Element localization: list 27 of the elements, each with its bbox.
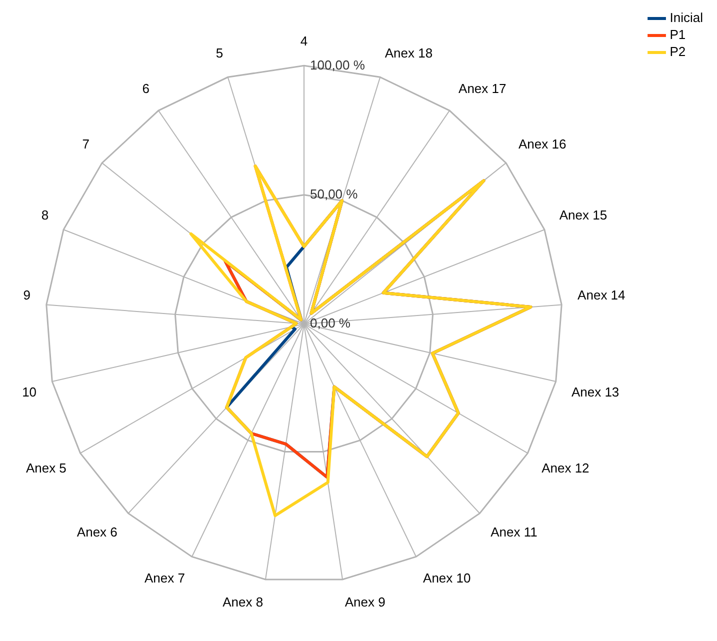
legend-label: P1 [670,27,686,42]
spoke-label: Anex 18 [384,46,433,61]
spoke-label: Anex 11 [490,524,538,540]
y-tick-label: 0,00 % [310,316,351,331]
legend-label: P2 [670,44,686,60]
spoke-label: 6 [142,81,150,96]
spoke-label: Anex 12 [542,460,590,476]
spoke-label: 9 [23,287,30,302]
spoke-label: Anex 16 [518,136,566,152]
spoke-label: 5 [216,46,224,61]
spoke-label: Anex 7 [144,570,185,586]
spoke-label: Anex 8 [222,594,264,610]
legend-label: Inicial [670,10,704,26]
spoke-label: Anex 15 [559,208,608,223]
spoke-label: Anex 9 [344,594,386,610]
spoke-label: 7 [82,136,90,152]
spoke-label: Anex 17 [458,81,506,96]
spoke-label: Anex 10 [423,570,471,586]
y-tick-label: 100,00 % [310,57,366,72]
spoke-label: 10 [22,384,37,400]
spoke-label: Anex 13 [571,384,620,400]
spoke-label: Anex 6 [76,524,118,540]
spoke-label: Anex 5 [26,460,66,476]
spoke-label: 4 [300,33,308,48]
y-tick-label: 50,00 % [310,186,358,202]
spoke-label: 8 [41,208,49,223]
spoke-label: Anex 14 [578,287,626,302]
